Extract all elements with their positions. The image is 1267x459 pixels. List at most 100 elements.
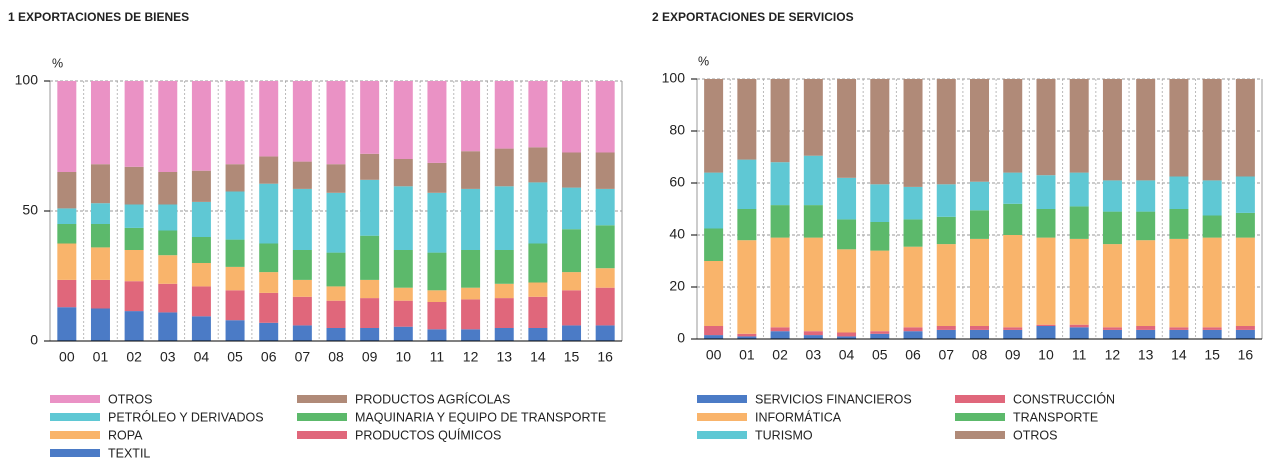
x-tick-label: 08 — [972, 347, 988, 363]
bar-segment — [393, 326, 413, 341]
bar-segment — [57, 224, 77, 244]
bar-segment — [1102, 244, 1122, 328]
bar-segment — [124, 166, 144, 205]
bar-segment — [90, 247, 110, 280]
bar-segment — [1036, 324, 1056, 326]
x-tick-label: 10 — [1038, 347, 1054, 363]
bar-segment — [803, 155, 823, 206]
bar-segment — [970, 181, 989, 211]
bar-segment — [936, 329, 956, 339]
bar-segment — [562, 81, 582, 153]
bar-segment — [427, 162, 447, 193]
bar-segment — [191, 316, 211, 341]
x-tick-label: 00 — [706, 347, 722, 363]
bar-segment — [292, 161, 312, 189]
x-tick-label: 02 — [126, 349, 142, 365]
x-tick-label: 12 — [463, 349, 479, 365]
bar-segment — [494, 186, 514, 250]
bar-segment — [225, 320, 245, 341]
bar-segment — [562, 229, 582, 273]
bar-segment — [57, 81, 77, 172]
bar-segment — [1235, 212, 1255, 238]
bar-segment — [737, 240, 757, 334]
legend-swatch — [50, 431, 100, 439]
bar-segment — [1003, 203, 1023, 235]
bar-segment — [191, 263, 211, 287]
bar-segment — [1136, 326, 1156, 330]
bar-segment — [970, 210, 989, 239]
bar-segment — [1202, 237, 1222, 328]
x-tick-label: 03 — [160, 349, 176, 365]
bar-segment — [427, 290, 447, 302]
x-tick-label: 11 — [430, 349, 445, 365]
bar-segment — [737, 333, 757, 337]
bar-segment — [1036, 79, 1056, 176]
bar-segment — [1003, 327, 1023, 330]
x-tick-label: 06 — [905, 347, 921, 363]
y-tick-label: 50 — [22, 202, 38, 218]
bar-segment — [158, 172, 178, 205]
bar-segment — [837, 332, 857, 337]
bar-segment — [494, 250, 514, 284]
bar-segment — [1136, 240, 1156, 326]
bar-segment — [528, 328, 548, 341]
bar-segment — [903, 331, 923, 339]
bar-segment — [528, 243, 548, 283]
bar-segment — [1069, 324, 1089, 328]
bar-segment — [803, 205, 823, 238]
bar-segment — [360, 153, 380, 180]
bar-segment — [259, 81, 279, 157]
bar-segment — [360, 298, 380, 328]
bar-segment — [292, 279, 312, 297]
bar-segment — [1069, 238, 1089, 325]
bar-segment — [595, 287, 615, 326]
bar-segment — [936, 79, 956, 185]
x-tick-label: 05 — [872, 347, 888, 363]
bar-segment — [461, 250, 481, 288]
legend-label: OTROS — [1013, 428, 1057, 442]
legend-swatch — [297, 395, 347, 403]
bar-segment — [528, 296, 548, 328]
y-tick-label: 20 — [669, 278, 685, 294]
bar-segment — [191, 81, 211, 171]
bar-segment — [393, 287, 413, 301]
y-tick-label: 100 — [15, 72, 39, 88]
x-tick-label: 07 — [938, 347, 954, 363]
bar-segment — [1102, 327, 1122, 330]
legend-swatch — [297, 431, 347, 439]
legend-swatch — [697, 413, 747, 421]
bar-segment — [393, 81, 413, 159]
bar-segment — [427, 192, 447, 253]
bar-segment — [90, 81, 110, 165]
bar-segment — [803, 237, 823, 332]
x-tick-label: 10 — [396, 349, 412, 365]
bar-segment — [1036, 326, 1056, 339]
bar-segment — [494, 148, 514, 187]
y-tick-label: 0 — [30, 332, 38, 348]
bar-segment — [360, 81, 380, 154]
unit-label: % — [698, 54, 709, 68]
bar-segment — [936, 326, 956, 330]
legend-label: TRANSPORTE — [1013, 410, 1098, 424]
bar-segment — [292, 81, 312, 162]
legend-swatch — [50, 413, 100, 421]
bar-segment — [158, 255, 178, 284]
bar-segment — [562, 325, 582, 341]
bar-segment — [1202, 180, 1222, 216]
bar-segment — [1235, 329, 1255, 339]
bar-segment — [57, 279, 77, 308]
chart-title: 2 EXPORTACIONES DE SERVICIOS — [652, 10, 854, 24]
bar-segment — [225, 290, 245, 321]
bar-segment — [1102, 79, 1122, 181]
bar-segment — [57, 243, 77, 280]
bar-segment — [903, 219, 923, 247]
bar-segment — [595, 152, 615, 189]
bar-segment — [1169, 327, 1189, 330]
bar-segment — [259, 322, 279, 341]
bar-segment — [970, 329, 989, 339]
bar-segment — [461, 81, 481, 152]
legend-label: OTROS — [108, 392, 152, 406]
bar-segment — [292, 250, 312, 280]
bar-segment — [595, 325, 615, 341]
